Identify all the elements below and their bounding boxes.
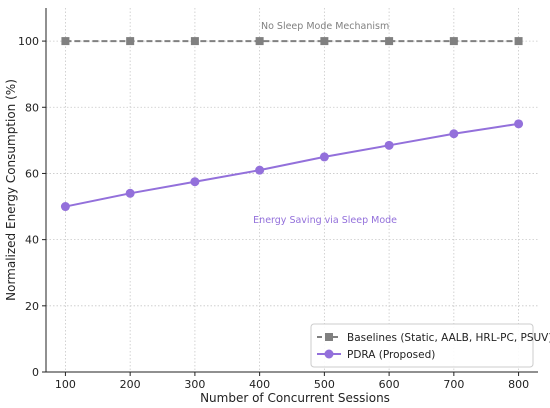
x-axis-label: Number of Concurrent Sessions <box>200 391 390 405</box>
x-tick-label-800: 800 <box>508 378 529 391</box>
x-tick-label-300: 300 <box>184 378 205 391</box>
y-tick-label-20: 20 <box>25 300 39 313</box>
annotations: No Sleep Mode Mechanism Energy Saving via… <box>253 21 397 226</box>
data-point-s1-400 <box>255 165 265 175</box>
x-tick-label-400: 400 <box>249 378 270 391</box>
data-point-s1-300 <box>190 177 200 187</box>
data-point-s0-300 <box>190 37 199 46</box>
data-point-s0-200 <box>126 37 135 46</box>
series-0 <box>61 37 523 46</box>
data-point-s0-800 <box>514 37 523 46</box>
y-tick-label-60: 60 <box>25 167 39 180</box>
y-tick-label-0: 0 <box>32 366 39 379</box>
legend-box <box>310 323 534 368</box>
data-point-s1-600 <box>384 140 394 150</box>
y-tick-label-40: 40 <box>25 234 39 247</box>
x-tick-label-600: 600 <box>379 378 400 391</box>
tick-labels: 100 200 300 400 500 600 700 800 0 20 40 60 80 100 <box>18 35 529 391</box>
legend-marker-1 <box>324 349 334 359</box>
data-point-s0-700 <box>449 37 458 46</box>
data-point-s0-500 <box>320 37 329 46</box>
series-line-1 <box>65 122 519 208</box>
data-point-s1-800 <box>514 119 524 129</box>
x-tick-label-700: 700 <box>443 378 464 391</box>
data-point-s1-500 <box>319 152 329 162</box>
x-tick-label-100: 100 <box>55 378 76 391</box>
legend-label-0: Baselines (Static, AALB, HRL-PC, PSUV) <box>347 332 550 344</box>
data-point-s0-400 <box>255 37 264 46</box>
legend-label-1: PDRA (Proposed) <box>347 349 435 361</box>
legend-marker-0 <box>325 333 333 341</box>
series-1 <box>60 119 524 212</box>
grid-lines <box>46 8 538 373</box>
y-tick-label-80: 80 <box>25 101 39 114</box>
x-tick-label-500: 500 <box>314 378 335 391</box>
data-point-s0-600 <box>385 37 394 46</box>
y-axis-label: Normalized Energy Consumption (%) <box>4 79 18 301</box>
legend: Baselines (Static, AALB, HRL-PC, PSUV) PD… <box>310 323 550 368</box>
axes <box>45 8 538 373</box>
annotation-0: No Sleep Mode Mechanism <box>261 21 389 32</box>
data-point-s1-200 <box>125 188 135 198</box>
y-tick-label-100: 100 <box>18 35 39 48</box>
data-point-s0-100 <box>61 37 70 46</box>
annotation-1: Energy Saving via Sleep Mode <box>253 215 397 226</box>
data-point-s1-700 <box>449 129 459 139</box>
x-tick-label-200: 200 <box>120 378 141 391</box>
series-plot-area <box>60 37 524 212</box>
data-point-s1-100 <box>60 202 70 212</box>
